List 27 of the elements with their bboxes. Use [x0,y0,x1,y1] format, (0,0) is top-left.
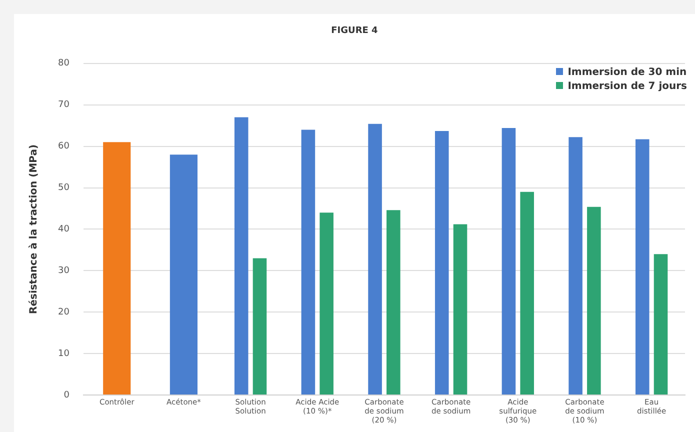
bar [453,224,468,394]
bar [635,139,650,394]
bar [386,210,400,394]
bar [368,124,382,394]
bar [587,206,601,394]
bar [568,137,582,394]
bar [252,258,267,394]
bar [520,192,534,394]
bar [502,128,516,394]
y-tick-label: 20 [58,307,70,318]
y-tick-label: 0 [64,390,70,400]
bar [234,117,248,394]
bar [301,130,316,394]
chart-title: FIGURE 4 [330,26,379,36]
legend-label: Immersion de 30 min [566,66,687,80]
bar [654,254,668,394]
y-tick-label: 50 [58,183,70,194]
bar [320,212,334,394]
y-tick-label: 70 [58,100,70,110]
bar [434,130,449,394]
y-tick-label: 60 [58,142,70,152]
legend-label: Immersion de 7 jours [566,80,687,94]
y-tick-label: 10 [58,348,70,359]
y-tick-label: 30 [58,266,70,276]
y-tick-label: 40 [58,224,70,235]
y-axis-title: Résistance à la traction (MPa) [28,144,40,314]
y-tick-label: 80 [58,58,70,69]
